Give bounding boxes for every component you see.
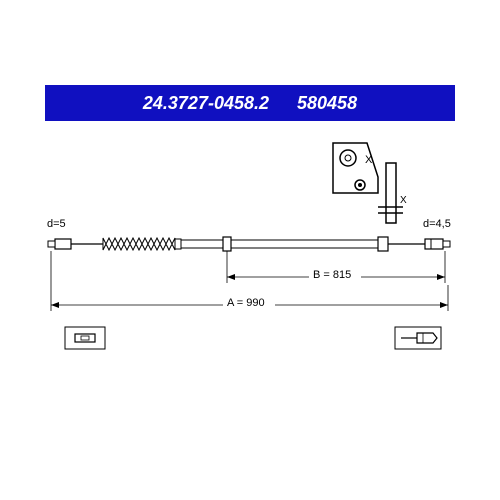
part-number: 24.3727-0458.2 xyxy=(143,93,269,114)
dim-b-label: B = 815 xyxy=(313,269,351,281)
header-bar: 24.3727-0458.2 580458 xyxy=(45,85,455,121)
dimension-a: A = 990 xyxy=(51,251,448,311)
bracket-icon: X xyxy=(333,143,378,193)
dim-a-label: A = 990 xyxy=(227,297,265,309)
d-right-label: d=4,5 xyxy=(423,218,451,230)
part-code: 580458 xyxy=(297,93,357,114)
technical-diagram: X X d=5 d=4,5 xyxy=(45,135,455,365)
bracket-x1-label: X xyxy=(365,154,373,166)
bracket-x2-label: X xyxy=(400,195,407,206)
dimension-b: B = 815 xyxy=(227,251,445,283)
d-left-label: d=5 xyxy=(47,218,66,230)
cable-body xyxy=(48,237,450,251)
right-end-detail-icon xyxy=(395,327,441,349)
left-end-detail-icon xyxy=(65,327,105,349)
arm-icon: X xyxy=(378,163,407,223)
